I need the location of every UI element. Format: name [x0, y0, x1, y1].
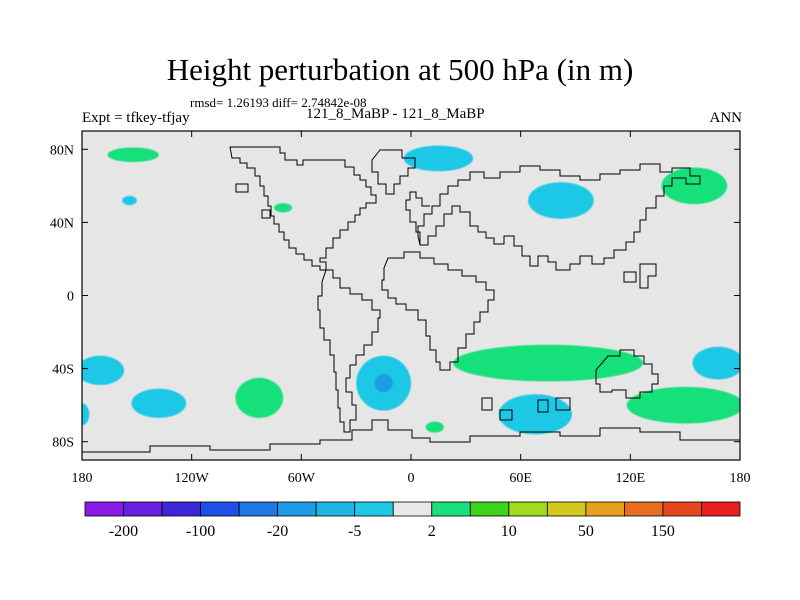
coastline-europe-west — [405, 191, 430, 245]
colorbar-swatch-14 — [624, 501, 664, 517]
anomaly-positive-2 — [274, 203, 293, 213]
anomaly-positive-11 — [425, 421, 444, 433]
coastline-greenland — [371, 149, 416, 195]
anomaly-negative-10 — [374, 374, 393, 393]
colorbar-swatch-2 — [161, 501, 201, 517]
stats-label: rmsd= 1.26193 diff= 2.74842e-08 — [190, 95, 367, 110]
coastline-eurasia — [417, 163, 701, 271]
anomaly-negative-3 — [403, 145, 474, 172]
coastline-north-america — [229, 146, 377, 271]
coastline-islands — [235, 183, 657, 421]
colorbar-label-0: -200 — [109, 523, 138, 540]
y-tick-label-4: 80S — [52, 436, 74, 451]
anomaly-layer — [82, 145, 740, 435]
colorbar-swatch-12 — [546, 501, 587, 517]
colorbar-swatch-8 — [392, 501, 433, 517]
colorbar-swatch-6 — [315, 501, 356, 517]
colorbar-label-7: 150 — [651, 523, 675, 540]
anomaly-positive-0 — [107, 147, 159, 163]
x-tick-label-1: 120W — [175, 471, 210, 486]
anomaly-positive-13 — [453, 344, 644, 382]
coastline-africa — [381, 251, 495, 371]
colorbar-swatch-11 — [508, 501, 548, 517]
colorbar: -200 -100 -20 -5 2 10 50 150 — [84, 501, 741, 540]
anomaly-positive-14 — [626, 386, 740, 424]
colorbar-swatch-10 — [469, 501, 510, 517]
colorbar-swatch-9 — [431, 501, 471, 517]
colorbar-label-1: -100 — [186, 523, 215, 540]
colorbar-swatch-5 — [277, 501, 317, 517]
anomaly-negative-7 — [131, 388, 187, 418]
anomaly-negative-12 — [498, 394, 572, 435]
anomaly-positive-8 — [235, 377, 284, 418]
chart-title: Height perturbation at 500 hPa (in m) — [166, 52, 634, 87]
colorbar-label-5: 10 — [501, 523, 517, 540]
coastline-antarctica — [82, 419, 740, 453]
colorbar-swatch-7 — [354, 501, 394, 517]
y-tick-label-0: 80N — [50, 143, 74, 158]
colorbar-label-2: -20 — [267, 523, 288, 540]
case-label: 121_8_MaBP - 121_8_MaBP — [306, 106, 485, 122]
x-tick-label-2: 60W — [288, 471, 316, 486]
x-tick-label-6: 180 — [730, 471, 751, 486]
x-tick-label-5: 120E — [616, 471, 646, 486]
x-tick-label-4: 60E — [509, 471, 532, 486]
anomaly-negative-16 — [82, 403, 90, 426]
anomaly-negative-4 — [528, 182, 594, 219]
colorbar-label-4: 2 — [428, 523, 436, 540]
colorbar-swatch-15 — [662, 501, 702, 517]
colorbar-swatch-13 — [585, 501, 625, 517]
y-tick-label-3: 40S — [52, 363, 74, 378]
anomaly-negative-6 — [82, 355, 125, 385]
colorbar-label-3: -5 — [348, 523, 361, 540]
anomaly-negative-1 — [122, 195, 137, 206]
colorbar-swatch-16 — [701, 501, 741, 517]
y-tick-label-2: 0 — [67, 290, 74, 305]
coastline-australia — [595, 349, 659, 399]
anomaly-negative-15 — [692, 346, 740, 380]
colorbar-swatch-0 — [84, 501, 124, 517]
colorbar-swatch-3 — [200, 501, 240, 517]
coastline-layer — [82, 146, 740, 453]
experiment-label: Expt = tfkey-tfjay — [82, 110, 190, 126]
colorbar-swatch-4 — [238, 501, 279, 517]
anomaly-positive-5 — [661, 167, 728, 205]
coastline-south-america — [317, 269, 381, 433]
colorbar-label-6: 50 — [578, 523, 594, 540]
colorbar-swatch-1 — [123, 501, 163, 517]
y-tick-label-1: 40N — [50, 216, 74, 231]
season-label: ANN — [709, 110, 743, 126]
axes: 180 120W 60W 0 60E 120E 180 80N 40N 0 40S 80S — [50, 131, 751, 486]
x-tick-label-3: 0 — [408, 471, 415, 486]
x-tick-label-0: 180 — [72, 471, 93, 486]
